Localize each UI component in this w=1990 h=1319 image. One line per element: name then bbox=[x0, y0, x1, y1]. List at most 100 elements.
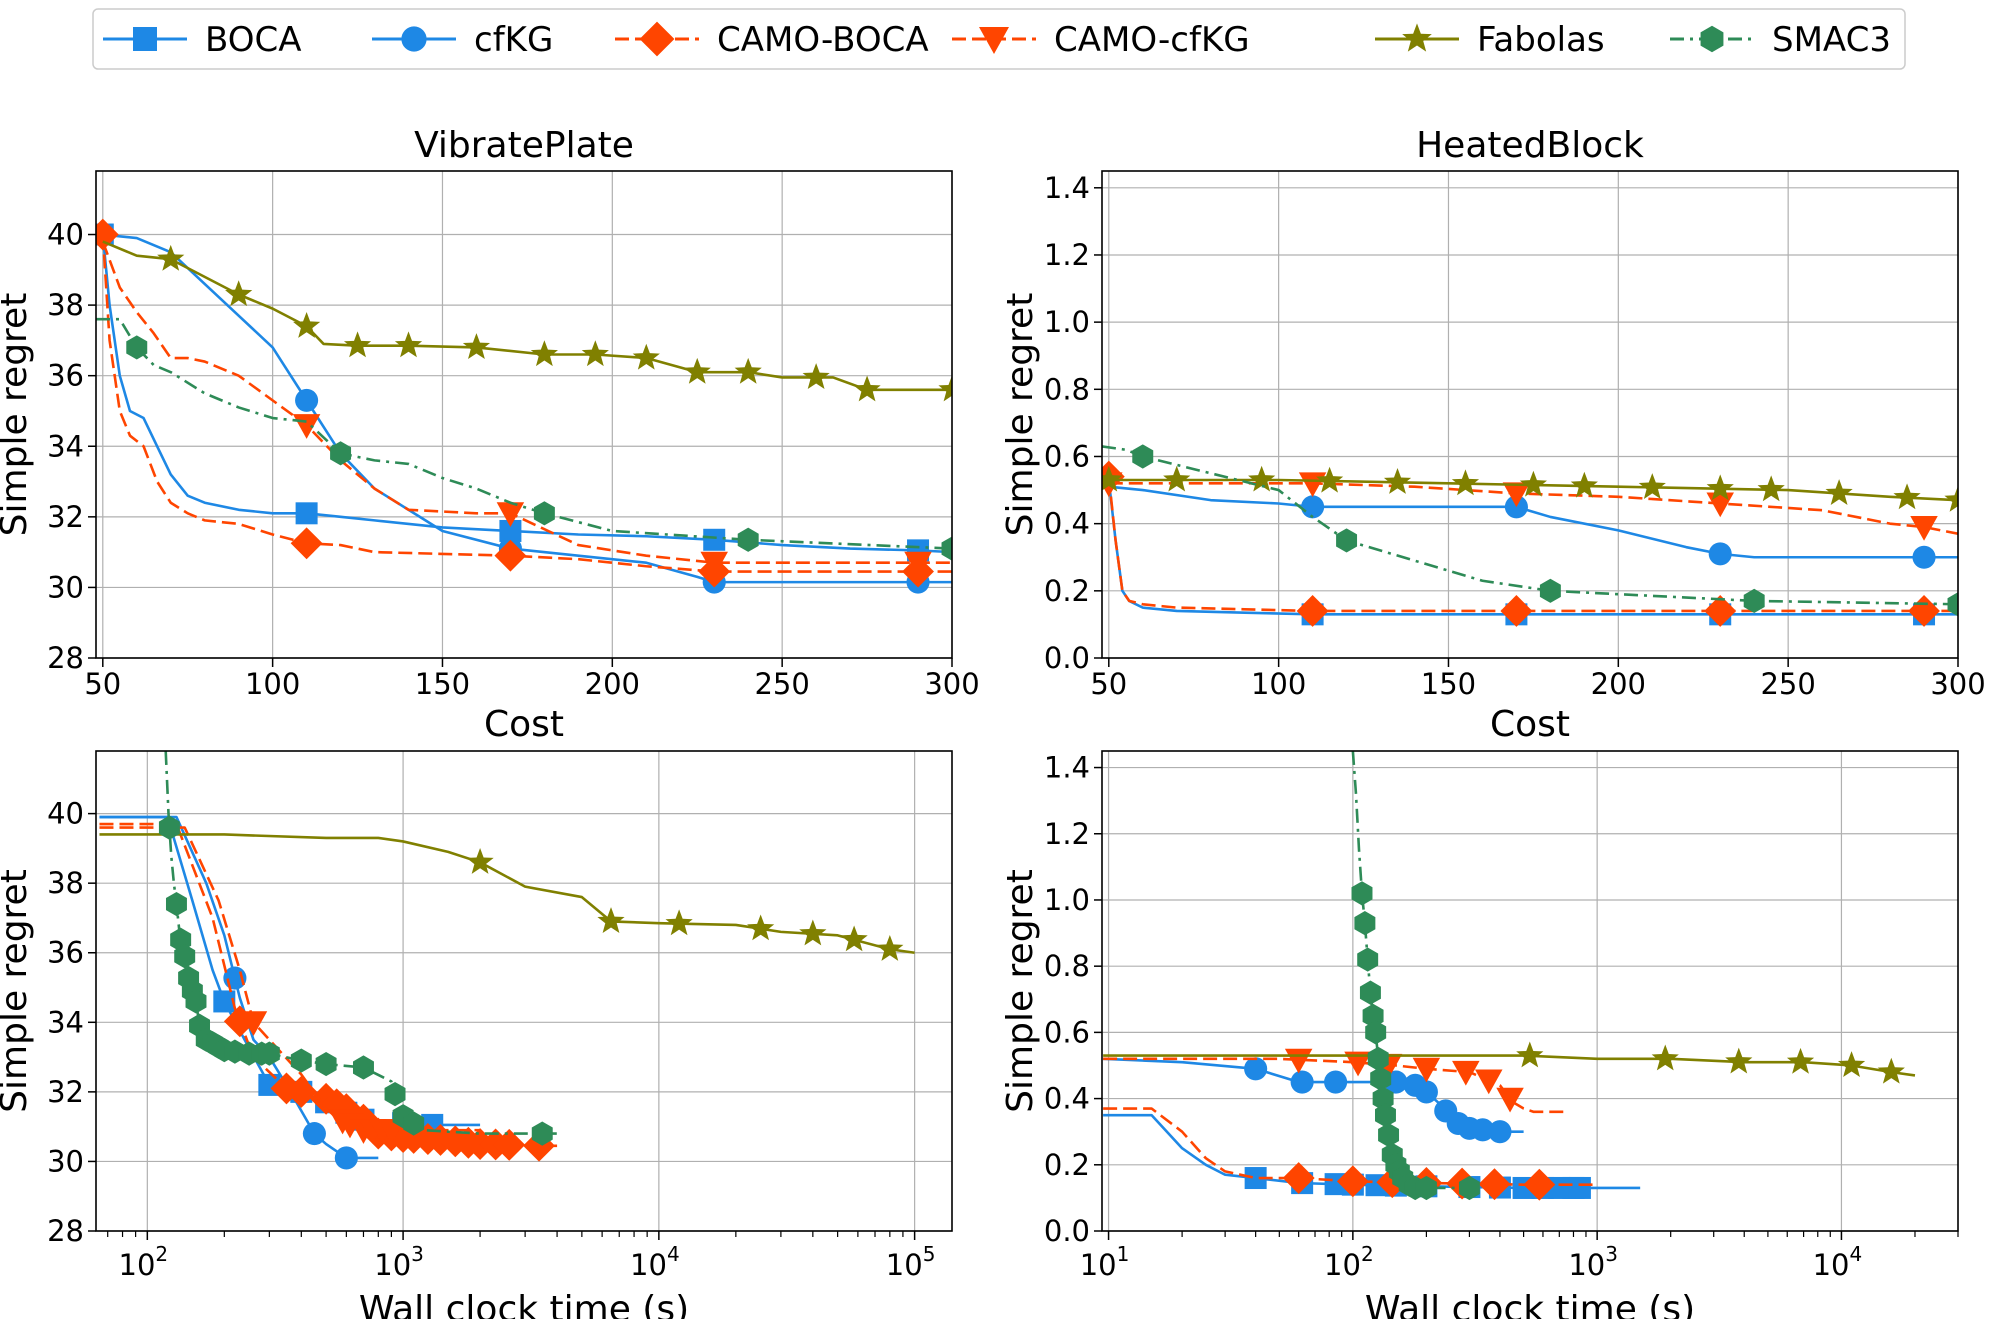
legend-label: CAMO-BOCA bbox=[717, 20, 929, 60]
series-line-fabolas bbox=[1103, 1054, 1916, 1077]
data-point-camo-cfkg bbox=[1502, 482, 1531, 508]
data-point-boca bbox=[1568, 1176, 1591, 1199]
x-tick-exponent: 2 bbox=[1361, 1242, 1374, 1266]
data-point-cfkg bbox=[1301, 495, 1325, 519]
series-line-fabolas bbox=[99, 833, 915, 955]
data-point-boca bbox=[499, 519, 522, 542]
x-tick-exponent: 4 bbox=[667, 1242, 680, 1266]
x-axis-label: Cost bbox=[484, 704, 564, 745]
legend-entry-camo-boca: CAMO-BOCA bbox=[615, 20, 929, 60]
x-tick-exponent: 2 bbox=[155, 1242, 168, 1266]
data-point-fabolas bbox=[632, 343, 660, 370]
data-point-smac3 bbox=[258, 1041, 280, 1066]
data-point-camo-boca bbox=[493, 1128, 526, 1161]
data-point-cfkg bbox=[1708, 542, 1732, 566]
data-point-smac3 bbox=[1539, 578, 1561, 603]
grid bbox=[96, 171, 953, 659]
data-point-fabolas bbox=[343, 331, 372, 358]
data-point-fabolas bbox=[853, 375, 881, 402]
chart-panel-1: 28 30 32 34 36 38 40 50 100 150 200 250 300 Cost Simpl… bbox=[0, 125, 980, 745]
x-tick-label: 103 bbox=[374, 1242, 424, 1282]
x-tick-base: 10 bbox=[119, 1248, 156, 1282]
data-point-fabolas bbox=[530, 340, 558, 367]
data-point-smac3 bbox=[384, 1081, 406, 1107]
data-point-fabolas bbox=[1651, 1044, 1679, 1071]
y-tick-label: 32 bbox=[47, 500, 84, 534]
data-point-cfkg bbox=[1912, 545, 1936, 569]
data-point-camo-boca bbox=[285, 1075, 318, 1108]
data-point-camo-cfkg bbox=[1344, 1051, 1372, 1077]
data-point-smac3 bbox=[126, 335, 148, 360]
data-point-smac3 bbox=[1378, 1122, 1400, 1148]
data-point-fabolas bbox=[1706, 474, 1734, 501]
x-tick-label: 50 bbox=[1090, 667, 1127, 701]
legend-entry-camo-cfkg: CAMO-cfKG bbox=[952, 20, 1250, 60]
data-point-camo-cfkg bbox=[1496, 1087, 1524, 1113]
data-point-boca bbox=[213, 990, 236, 1013]
y-tick-label: 36 bbox=[47, 359, 84, 393]
y-tick-label: 1.4 bbox=[1044, 171, 1090, 205]
y-tick-label: 0.8 bbox=[1044, 372, 1090, 406]
data-point-camo-boca bbox=[290, 527, 323, 560]
data-point-camo-boca bbox=[494, 539, 527, 572]
data-point-smac3 bbox=[531, 1121, 553, 1146]
data-point-camo-boca bbox=[223, 1005, 256, 1038]
data-point-fabolas bbox=[802, 363, 830, 390]
grid bbox=[1102, 171, 1959, 659]
x-tick-exponent: 1 bbox=[1117, 1242, 1130, 1266]
data-point-smac3 bbox=[165, 891, 187, 917]
x-tick-base: 10 bbox=[886, 1248, 923, 1282]
x-tick-label: 150 bbox=[1421, 667, 1476, 701]
data-point-fabolas bbox=[1248, 465, 1276, 492]
x-tick-label: 50 bbox=[84, 667, 121, 701]
y-tick-label: 0.2 bbox=[1044, 574, 1090, 608]
series-line-camo-boca bbox=[101, 234, 952, 573]
data-point-fabolas bbox=[1516, 1041, 1544, 1068]
data-point-camo-boca bbox=[1296, 595, 1329, 627]
data-point-smac3 bbox=[1743, 588, 1765, 613]
data-point-fabolas bbox=[1451, 469, 1480, 496]
y-tick-label: 0.8 bbox=[1044, 949, 1090, 983]
data-point-fabolas bbox=[1725, 1047, 1753, 1074]
data-point-camo-cfkg bbox=[700, 551, 728, 577]
y-axis-label: Simple regret bbox=[0, 869, 35, 1113]
x-tick-label: 200 bbox=[585, 667, 640, 701]
legend-diamond-icon bbox=[639, 21, 675, 57]
data-point-fabolas bbox=[665, 909, 693, 936]
data-point-camo-boca bbox=[464, 1128, 497, 1160]
data-point-fabolas bbox=[1383, 468, 1412, 494]
legend-label: Fabolas bbox=[1477, 20, 1605, 60]
series-group bbox=[99, 751, 915, 1170]
data-point-fabolas bbox=[225, 280, 253, 307]
y-tick-label: 40 bbox=[47, 218, 84, 252]
legend: BOCA cfKG CAMO-BOCA CAMO-cfKG Fabolas SMAC3 bbox=[92, 8, 1906, 70]
x-axis-label: Cost bbox=[1490, 704, 1570, 745]
data-point-fabolas bbox=[597, 907, 625, 933]
data-point-fabolas bbox=[1825, 479, 1853, 505]
data-point-camo-boca bbox=[1282, 1162, 1315, 1194]
x-tick-base: 10 bbox=[630, 1248, 667, 1282]
data-point-smac3 bbox=[403, 1111, 425, 1136]
plot-frame bbox=[1101, 170, 1959, 659]
data-point-smac3 bbox=[533, 501, 555, 526]
data-point-cfkg bbox=[1244, 1057, 1268, 1081]
data-point-smac3 bbox=[1354, 911, 1376, 936]
series-line-camo-cfkg bbox=[99, 826, 481, 1132]
series-line-camo-cfkg bbox=[101, 241, 952, 565]
data-point-fabolas bbox=[1163, 465, 1191, 492]
x-tick-label: 102 bbox=[1324, 1242, 1374, 1282]
y-tick-label: 0.0 bbox=[1044, 641, 1090, 675]
data-point-camo-boca bbox=[1336, 1165, 1369, 1198]
data-point-fabolas bbox=[293, 311, 321, 338]
y-tick-label: 38 bbox=[47, 866, 84, 900]
data-point-smac3 bbox=[1132, 444, 1154, 469]
legend-triangle-down-icon bbox=[979, 27, 1009, 54]
data-point-cfkg bbox=[1471, 1118, 1495, 1142]
x-tick-label: 200 bbox=[1591, 667, 1646, 701]
x-tick-exponent: 3 bbox=[1605, 1242, 1618, 1266]
data-point-smac3 bbox=[1458, 1175, 1480, 1201]
data-point-smac3 bbox=[158, 815, 180, 840]
y-tick-label: 28 bbox=[47, 641, 84, 675]
